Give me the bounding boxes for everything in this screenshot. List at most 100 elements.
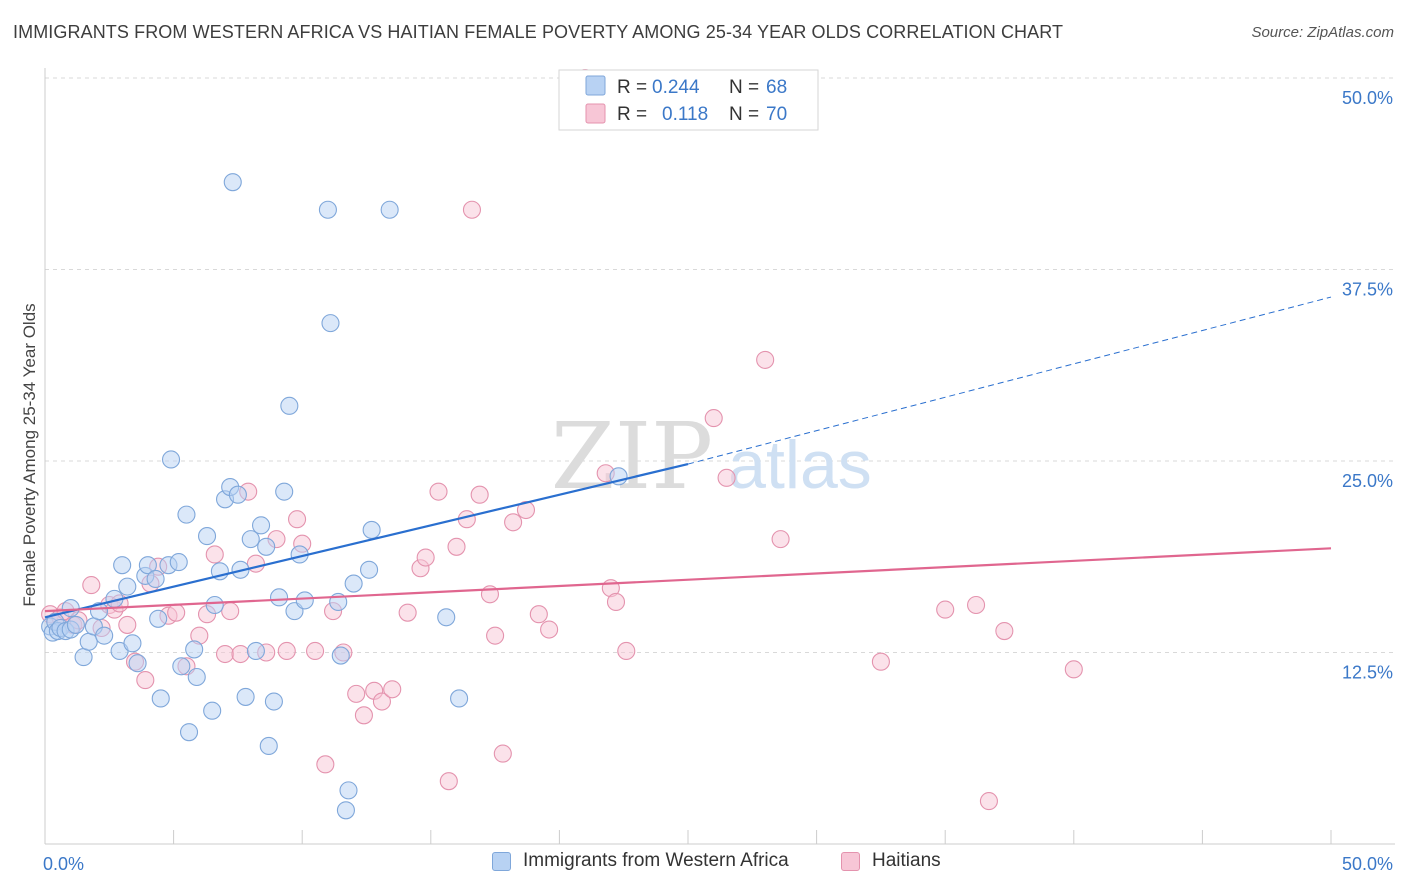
western-africa-points bbox=[41, 173, 628, 820]
haitians-point-46 bbox=[447, 537, 466, 556]
watermark-atlas: atlas bbox=[728, 427, 872, 503]
y-tick-label-0: 12.5% bbox=[1342, 663, 1393, 683]
western-africa-trend-line bbox=[44, 462, 689, 619]
haitians-point-17 bbox=[167, 603, 186, 622]
western-africa-point-54 bbox=[295, 591, 314, 610]
western-africa-point-62 bbox=[360, 560, 379, 579]
western-africa-point-44 bbox=[246, 641, 265, 661]
western-africa-point-50 bbox=[275, 482, 294, 501]
legend-swatch-blue bbox=[585, 75, 606, 96]
western-africa-point-65 bbox=[437, 608, 456, 627]
haitians-point-69 bbox=[995, 622, 1014, 641]
haitians-point-26 bbox=[246, 554, 265, 573]
haitians-point-49 bbox=[470, 485, 489, 504]
haitians-point-32 bbox=[306, 641, 325, 661]
western-africa-point-30 bbox=[179, 723, 199, 742]
tick-labels: 12.5% 25.0% 37.5% 50.0% 0.0% 50.0% bbox=[43, 88, 1393, 874]
correlation-legend: R = 0.244 N = 68 R = 0.118 N = 70 bbox=[558, 69, 819, 131]
western-africa-point-48 bbox=[264, 692, 283, 711]
western-africa-point-59 bbox=[336, 801, 355, 820]
haitians-point-30 bbox=[288, 510, 307, 529]
western-africa-point-49 bbox=[270, 588, 289, 607]
haitians-point-56 bbox=[540, 620, 559, 639]
western-africa-point-9 bbox=[74, 648, 93, 667]
western-africa-point-47 bbox=[259, 736, 278, 756]
western-africa-point-19 bbox=[128, 654, 147, 673]
western-africa-point-23 bbox=[149, 609, 168, 628]
haitians-point-11 bbox=[118, 615, 137, 634]
haitians-point-40 bbox=[383, 680, 402, 699]
haitians-point-6 bbox=[82, 576, 101, 595]
haitians-point-61 bbox=[617, 641, 636, 661]
legend-item-haitians: Haitians bbox=[841, 850, 941, 872]
haitians-point-54 bbox=[516, 500, 536, 520]
western-africa-point-6 bbox=[61, 599, 80, 618]
haitians-point-55 bbox=[529, 605, 548, 624]
y-tick-label-1: 25.0% bbox=[1342, 471, 1393, 491]
western-africa-point-27 bbox=[169, 553, 188, 572]
western-africa-point-33 bbox=[197, 527, 217, 546]
x-tick-label-1: 50.0% bbox=[1342, 854, 1393, 874]
western-africa-point-26 bbox=[161, 450, 181, 469]
western-africa-point-61 bbox=[344, 574, 363, 593]
y-axis-label: Female Poverty Among 25-34 Year Olds bbox=[20, 303, 39, 606]
legend-label-western-africa: Immigrants from Western Africa bbox=[523, 850, 789, 871]
legend-item-western-africa: Immigrants from Western Africa bbox=[492, 850, 789, 872]
haitians-point-45 bbox=[439, 772, 458, 791]
western-africa-point-60 bbox=[339, 781, 358, 800]
western-africa-point-63 bbox=[362, 520, 381, 539]
western-africa-point-39 bbox=[223, 173, 242, 192]
legend-n-value-blue: 68 bbox=[766, 77, 787, 98]
legend-r-label-blue: R = bbox=[617, 77, 647, 98]
haitians-point-53 bbox=[504, 513, 523, 532]
haitians-point-33 bbox=[316, 755, 335, 774]
western-africa-point-13 bbox=[95, 626, 114, 645]
western-africa-point-17 bbox=[118, 577, 137, 596]
haitians-point-36 bbox=[347, 684, 366, 703]
western-africa-point-16 bbox=[113, 556, 132, 575]
legend-swatch-western-africa bbox=[492, 851, 511, 871]
legend-r-value-pink: 0.118 bbox=[662, 104, 708, 125]
chart-title: IMMIGRANTS FROM WESTERN AFRICA VS HAITIA… bbox=[13, 22, 1064, 42]
haitians-point-29 bbox=[277, 641, 296, 661]
legend-n-label-blue: N = bbox=[729, 77, 759, 98]
haitians-point-41 bbox=[398, 603, 417, 622]
haitians-point-23 bbox=[221, 602, 240, 621]
western-africa-point-35 bbox=[205, 595, 224, 615]
western-africa-trend-extension bbox=[687, 296, 1332, 465]
legend-r-label-pink: R = bbox=[617, 104, 647, 125]
haitians-point-43 bbox=[416, 548, 435, 567]
haitians-point-71 bbox=[967, 595, 986, 615]
watermark: ZIP atlas bbox=[551, 403, 872, 510]
legend-n-value-pink: 70 bbox=[766, 104, 787, 125]
series-legend: Immigrants from Western Africa Haitians bbox=[0, 850, 1406, 878]
haitians-point-62 bbox=[704, 409, 723, 428]
haitians-point-52 bbox=[493, 744, 512, 763]
western-africa-point-55 bbox=[318, 200, 337, 219]
source-label: Source: ZipAtlas.com bbox=[1251, 24, 1394, 41]
western-africa-point-51 bbox=[280, 396, 299, 415]
haitians-point-51 bbox=[486, 626, 505, 645]
haitians-point-70 bbox=[1064, 660, 1083, 679]
haitians-trend-line bbox=[44, 547, 1332, 613]
x-tick-label-0: 0.0% bbox=[43, 854, 84, 874]
trend-lines bbox=[44, 296, 1332, 619]
haitians-point-39 bbox=[372, 692, 391, 711]
legend-swatch-pink bbox=[585, 103, 606, 124]
western-africa-point-42 bbox=[236, 687, 255, 706]
y-tick-label-3: 50.0% bbox=[1342, 88, 1393, 108]
legend-label-haitians: Haitians bbox=[872, 850, 941, 871]
western-africa-point-58 bbox=[331, 646, 350, 665]
western-africa-point-46 bbox=[257, 537, 276, 556]
haitians-point-64 bbox=[756, 350, 775, 369]
haitians-point-22 bbox=[215, 644, 235, 664]
western-africa-point-8 bbox=[66, 615, 85, 634]
western-africa-point-28 bbox=[172, 657, 191, 676]
haitians-point-67 bbox=[936, 600, 955, 619]
western-africa-point-32 bbox=[187, 667, 206, 687]
haitians-point-68 bbox=[979, 792, 998, 811]
western-africa-point-24 bbox=[151, 689, 170, 708]
y-tick-label-2: 37.5% bbox=[1342, 280, 1393, 300]
western-africa-point-56 bbox=[321, 314, 340, 333]
